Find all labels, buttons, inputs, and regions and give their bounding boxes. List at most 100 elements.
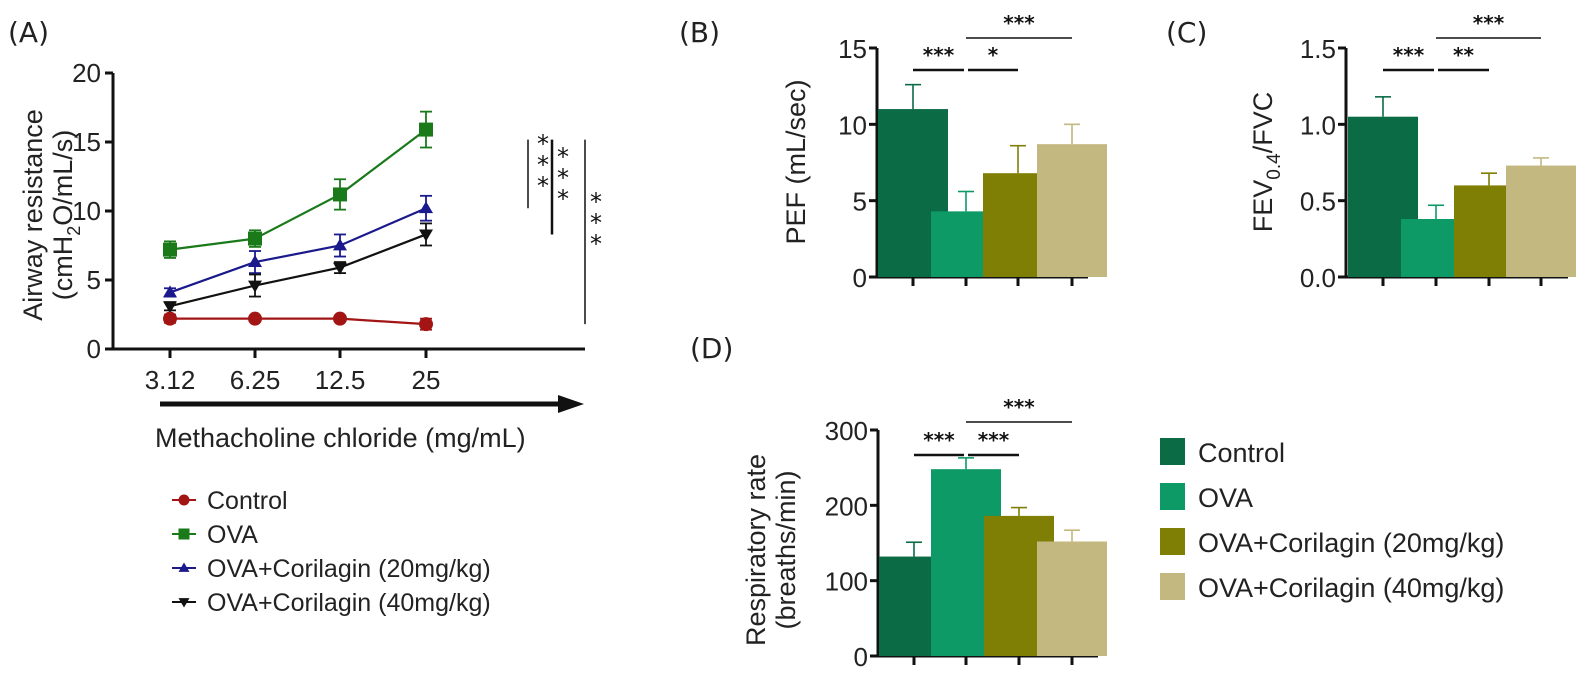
data-point [333,187,347,202]
panel-d-y-tick-label: 200 [825,491,868,521]
asterisk: * [590,230,602,258]
data-point [248,231,262,246]
data-point [248,255,262,267]
bar-legend-item: OVA+Corilagin (40mg/kg) [1160,573,1504,603]
asterisk: * [590,188,602,216]
panel-c-y-tick-label: 1.5 [1300,34,1336,64]
panel-b-y-tick-label: 5 [853,187,867,217]
panel-b-label: (B) [679,16,720,49]
legend-item: OVA+Corilagin (40mg/kg) [172,589,491,617]
bar-legend-item: Control [1160,438,1285,468]
panel-c-significance-label: ** [1453,43,1474,67]
bar-legend-swatch [1160,438,1185,465]
data-point [333,311,347,326]
panel-b-significance-label: * [988,43,999,67]
panel-c-ylabel-pre: FEV [1248,180,1278,233]
panel-a-x-tick-label: 12.5 [315,365,366,395]
bar-legend-swatch [1160,483,1185,510]
series-line [169,207,427,294]
panel-b-significance-label: *** [923,43,955,67]
panel-a-ylabel-line1: Airway resistance [18,109,48,321]
bar-legend-label: OVA+Corilagin (20mg/kg) [1198,528,1504,558]
asterisk: * [537,172,549,200]
asterisk: * [557,185,569,213]
panel-b-y-tick-label: 15 [838,34,867,64]
series-ova [163,110,433,259]
panel-c-significance-label: *** [1393,43,1425,67]
panel-b-y-tick-label: 10 [838,110,867,140]
significance-label: * * * [590,188,602,258]
panel-b-bar-group [1037,123,1107,277]
asterisk: * [537,151,549,179]
panel-a-ylabel-line2: (cmH2O/mL/s) [48,130,84,301]
panel-a-ylabel-post: O/mL/s) [48,130,78,226]
panel-b-ylabel: PEF (mL/sec) [781,79,811,244]
panel-c-ylabel-sub: 0.4 [1264,153,1285,180]
series-line [169,233,427,308]
data-point [163,285,177,298]
panel-a-y-tick-label: 10 [72,196,101,226]
panel-d-label: (D) [690,332,733,365]
data-point [163,242,177,257]
panel-a-y-tick-label: 15 [72,127,101,157]
panel-d-y-tick-label: 300 [825,416,868,446]
panel-c-label: (C) [1166,16,1207,49]
panel-c-y-tick-label: 0.0 [1300,263,1336,293]
data-point [419,317,433,332]
panel-a-legend: Control OVA OVA+Corilagin (20mg/kg) OVA+Cor… [172,487,491,617]
bar-legend-label: OVA [1198,483,1253,513]
significance-label: * * * [557,143,569,213]
series-ova-corilagin-40mg-kg- [163,222,433,314]
panel-c-bar-group [1506,157,1576,277]
data-point [419,201,433,214]
panel-d-bar [1037,541,1107,656]
panel-a-x-tick-label: 25 [412,365,441,395]
panel-d-bar-group [1037,529,1107,656]
data-point [163,301,177,314]
panel-c-ylabel: FEV0.4/FVC [1248,92,1285,232]
panel-c-bar [1506,165,1576,277]
panel-a-xlabel: Methacholine chloride (mg/mL) [155,423,526,453]
panel-a-y-tick-label: 20 [72,58,101,88]
panel-c-y-tick-label: 0.5 [1300,187,1336,217]
panel-d-y-tick-label: 100 [825,567,868,597]
panel-d-ylabel: Respiratory rate (breaths/min) [741,454,801,646]
bar-legend-swatch [1160,528,1185,555]
series-line [170,317,427,326]
legend-item: OVA+Corilagin (20mg/kg) [172,555,491,583]
panel-c-significance-label: *** [1473,11,1505,35]
panel-a-ylabel-sub: 2 [64,226,84,236]
panel-a-label: (A) [8,16,49,49]
legend-label: OVA+Corilagin (20mg/kg) [207,555,491,583]
data-point [163,311,177,326]
significance-label: * * * [537,130,549,200]
panel-b-y-tick-label: 0 [853,263,867,293]
panel-b-bar [1037,144,1107,277]
panel-d-significance-label: *** [923,428,955,452]
panel-a-x-tick-label: 6.25 [230,365,281,395]
panel-a-ylabel-pre: (cmH [48,236,78,300]
data-point [333,238,347,251]
bar-legend-label: OVA+Corilagin (40mg/kg) [1198,573,1504,603]
series-ova-corilagin-20mg-kg- [163,194,433,298]
legend-label: OVA+Corilagin (40mg/kg) [207,589,491,617]
series-line [169,128,427,251]
legend-item: Control [172,487,288,515]
dose-arrow-head [558,395,584,413]
data-point [248,311,262,326]
panel-d-y-tick-label: 0 [854,642,868,672]
data-point [248,280,262,293]
series-control [163,311,433,332]
data-point [419,122,433,137]
panel-d-plot: 0 100 200 300 *** *** *** [825,395,1107,672]
dose-arrow [160,395,584,413]
panel-d-significance-label: *** [978,428,1010,452]
panel-a-ylabel: Airway resistance (cmH2O/mL/s) [18,109,84,321]
panel-b-significance-label: *** [1003,11,1035,35]
panel-a-y-tick-label: 0 [87,334,101,364]
panel-d-ylabel-line2: (breaths/min) [771,470,801,629]
panel-d-significance-label: *** [1003,395,1035,419]
